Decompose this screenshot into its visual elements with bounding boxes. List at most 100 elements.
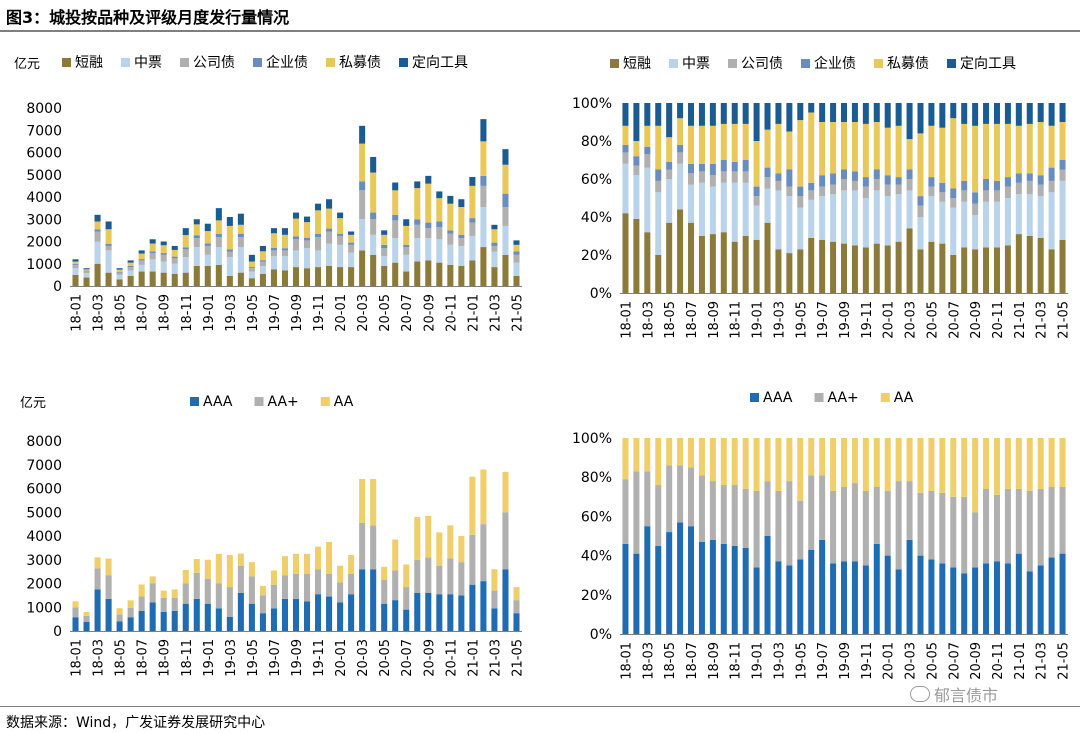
y-tick-label: 2000 <box>26 235 62 251</box>
bar-segment <box>182 257 189 273</box>
bar-segment <box>742 123 749 160</box>
bar-segment <box>1037 488 1044 566</box>
bar-segment <box>116 621 123 631</box>
bar-segment <box>204 231 211 244</box>
bar-segment <box>403 609 410 631</box>
bar-segment <box>502 164 509 194</box>
bar-segment <box>72 601 79 608</box>
bar-segment <box>731 241 738 293</box>
bar-segment <box>425 238 432 261</box>
bar-segment <box>425 222 432 229</box>
x-tick-label: 20-05 <box>925 301 940 339</box>
bar-segment <box>127 275 134 286</box>
bar-segment <box>906 179 913 191</box>
bar-segment <box>884 175 891 185</box>
bar-segment <box>204 603 211 631</box>
bar-segment <box>149 243 156 252</box>
bar-segment <box>622 103 629 126</box>
bar-segment <box>1004 198 1011 246</box>
bar-segment <box>840 169 848 179</box>
x-tick-label: 20-09 <box>969 642 984 680</box>
bar-segment <box>993 247 1000 293</box>
bar-segment <box>677 522 684 634</box>
bar-segment <box>127 600 134 608</box>
bar-segment <box>359 181 366 191</box>
y-tick-label: 8000 <box>26 101 62 117</box>
bar-segment <box>215 220 222 234</box>
bar-segment <box>303 268 311 286</box>
bar-segment <box>720 485 727 544</box>
bar-segment <box>248 603 255 631</box>
bar-segment <box>127 267 134 271</box>
bar-segment <box>655 192 662 255</box>
legend-swatch <box>62 58 71 67</box>
bar-segment <box>698 103 705 126</box>
bar-segment <box>819 122 826 176</box>
chart-rating-amount: 亿元 AAA AA+ AA 0 1000 2000 3000 4000 5000 6000 7000 8… <box>20 394 525 677</box>
legend-swatch <box>399 58 408 67</box>
bar-segment <box>149 259 156 272</box>
bar-segment <box>83 612 90 616</box>
bar-segment <box>226 249 233 252</box>
bar-segment <box>688 103 695 126</box>
x-tick-label: 20-07 <box>400 294 415 332</box>
bar-segment <box>270 269 277 286</box>
bar-segment <box>392 600 399 631</box>
bar-segment <box>480 524 487 582</box>
bar-segment <box>884 103 891 128</box>
bar-segment <box>303 601 311 631</box>
bar-segment <box>458 562 465 596</box>
bar-segment <box>259 265 266 274</box>
bar-segment <box>469 176 476 186</box>
bar-segment <box>1037 438 1044 489</box>
bar-segment <box>105 598 112 631</box>
x-tick-label: 21-03 <box>488 294 503 332</box>
unit-label: 亿元 <box>20 396 46 411</box>
bar-segment <box>348 574 355 595</box>
bar-segment <box>993 103 1000 124</box>
bar-segment <box>895 177 902 185</box>
bar-segment <box>917 555 924 634</box>
bar-segment <box>961 573 968 634</box>
bar-segment <box>138 584 145 597</box>
bar-segment <box>677 118 684 145</box>
bar-segment <box>709 103 716 126</box>
bar-segment <box>819 539 826 634</box>
bar-segment <box>1059 239 1066 293</box>
bar-segment <box>983 438 990 489</box>
bar-segment <box>950 438 957 497</box>
bar-segment <box>502 207 509 226</box>
bar-segment <box>1004 245 1011 293</box>
bar-segment <box>105 250 112 273</box>
bar-segment <box>370 569 377 631</box>
bar-segment <box>204 578 211 604</box>
bar-segment <box>983 190 990 202</box>
bar-segment <box>513 262 520 276</box>
y-tick-label: 20% <box>581 588 612 604</box>
bar-segment <box>993 494 1000 562</box>
bar-segment <box>480 141 487 176</box>
x-tick-label: 19-03 <box>224 639 239 677</box>
bar-segment <box>688 163 695 174</box>
legend-label: 短融 <box>623 56 651 72</box>
bar-segment <box>182 235 189 248</box>
x-tick-label: 18-07 <box>136 294 151 332</box>
bar-segment <box>381 248 388 256</box>
bar-segment <box>862 247 869 293</box>
bar-segment <box>237 247 244 273</box>
bar-segment <box>753 103 760 141</box>
bar-segment <box>709 186 716 235</box>
bar-segment <box>359 125 366 144</box>
x-tick-label: 21-03 <box>1035 642 1050 680</box>
bar-segment <box>1015 125 1022 174</box>
bar-segment <box>337 233 344 236</box>
bar-segment <box>403 587 410 610</box>
x-tick-label: 19-11 <box>312 639 327 677</box>
bar-segment <box>171 258 178 264</box>
bar-segment <box>403 247 410 255</box>
bar-segment <box>666 438 673 466</box>
bar-segment <box>939 201 946 244</box>
bar-segment <box>666 532 673 634</box>
y-tick-label: 7000 <box>26 458 62 474</box>
bar-segment <box>742 236 749 293</box>
